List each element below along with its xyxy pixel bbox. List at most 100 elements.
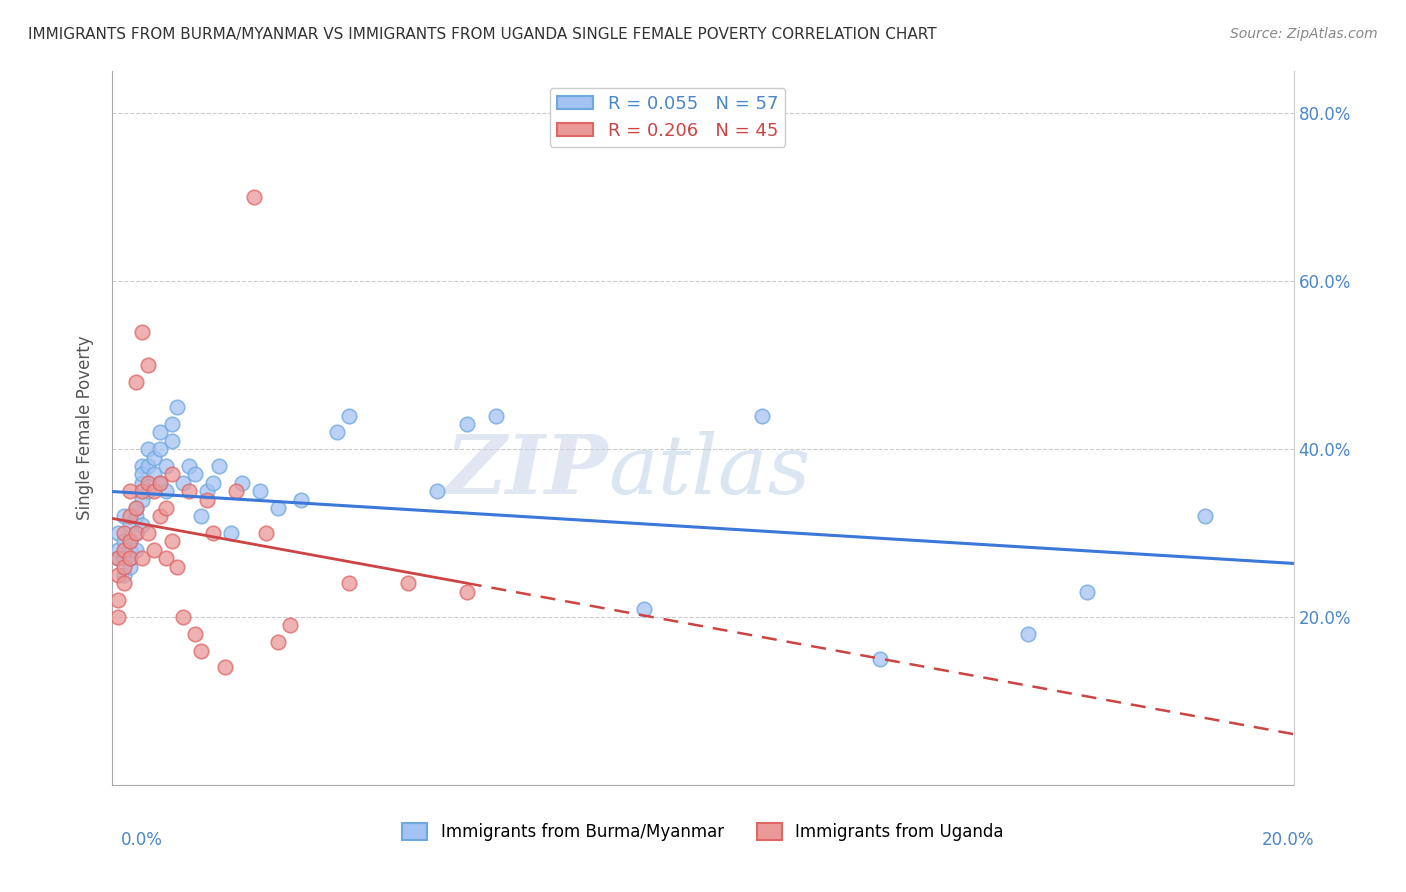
Point: [155, 500, 177, 515]
Point: [136, 458, 159, 473]
Point: [149, 475, 172, 490]
Point: [633, 601, 655, 615]
Point: [125, 375, 148, 389]
Text: ZIP: ZIP: [446, 431, 609, 511]
Point: [131, 484, 153, 499]
Point: [136, 475, 159, 490]
Point: [195, 492, 218, 507]
Point: [107, 526, 129, 541]
Point: [208, 458, 231, 473]
Point: [136, 526, 159, 541]
Point: [107, 551, 129, 566]
Point: [337, 409, 360, 423]
Point: [214, 660, 236, 674]
Point: [219, 526, 242, 541]
Point: [184, 467, 207, 482]
Point: [131, 517, 153, 532]
Point: [120, 559, 142, 574]
Point: [125, 500, 148, 515]
Point: [869, 652, 891, 666]
Point: [195, 484, 218, 499]
Point: [751, 409, 773, 423]
Point: [267, 500, 290, 515]
Point: [142, 484, 165, 499]
Point: [149, 425, 172, 440]
Point: [326, 425, 349, 440]
Point: [190, 509, 212, 524]
Text: Source: ZipAtlas.com: Source: ZipAtlas.com: [1230, 27, 1378, 41]
Point: [125, 542, 148, 557]
Legend: Immigrants from Burma/Myanmar, Immigrants from Uganda: Immigrants from Burma/Myanmar, Immigrant…: [395, 816, 1011, 848]
Point: [290, 492, 312, 507]
Point: [201, 526, 224, 541]
Y-axis label: Single Female Poverty: Single Female Poverty: [76, 336, 94, 520]
Point: [112, 542, 135, 557]
Point: [131, 467, 153, 482]
Point: [131, 458, 153, 473]
Point: [184, 627, 207, 641]
Point: [125, 526, 148, 541]
Point: [155, 551, 177, 566]
Text: atlas: atlas: [609, 431, 811, 511]
Point: [131, 492, 153, 507]
Point: [231, 475, 253, 490]
Point: [131, 475, 153, 490]
Point: [201, 475, 224, 490]
Point: [142, 467, 165, 482]
Point: [190, 643, 212, 657]
Point: [120, 517, 142, 532]
Point: [179, 484, 201, 499]
Point: [160, 434, 183, 448]
Point: [225, 484, 247, 499]
Text: 0.0%: 0.0%: [121, 831, 163, 849]
Point: [107, 610, 129, 624]
Point: [125, 526, 148, 541]
Point: [160, 417, 183, 431]
Point: [107, 542, 129, 557]
Point: [120, 551, 142, 566]
Point: [149, 509, 172, 524]
Point: [243, 190, 266, 204]
Point: [136, 442, 159, 457]
Point: [125, 509, 148, 524]
Point: [172, 475, 194, 490]
Point: [149, 442, 172, 457]
Point: [249, 484, 271, 499]
Point: [155, 484, 177, 499]
Point: [254, 526, 277, 541]
Point: [112, 534, 135, 549]
Point: [456, 585, 478, 599]
Point: [267, 635, 290, 649]
Point: [172, 610, 194, 624]
Point: [337, 576, 360, 591]
Point: [112, 559, 135, 574]
Point: [136, 358, 159, 372]
Point: [112, 551, 135, 566]
Point: [1076, 585, 1098, 599]
Point: [112, 568, 135, 582]
Point: [120, 534, 142, 549]
Point: [112, 576, 135, 591]
Point: [142, 450, 165, 465]
Text: 20.0%: 20.0%: [1263, 831, 1315, 849]
Point: [131, 325, 153, 339]
Point: [166, 559, 188, 574]
Point: [107, 551, 129, 566]
Point: [149, 475, 172, 490]
Text: IMMIGRANTS FROM BURMA/MYANMAR VS IMMIGRANTS FROM UGANDA SINGLE FEMALE POVERTY CO: IMMIGRANTS FROM BURMA/MYANMAR VS IMMIGRA…: [28, 27, 936, 42]
Point: [120, 509, 142, 524]
Point: [120, 551, 142, 566]
Point: [278, 618, 301, 632]
Point: [396, 576, 419, 591]
Point: [107, 593, 129, 607]
Point: [179, 458, 201, 473]
Point: [120, 542, 142, 557]
Point: [112, 526, 135, 541]
Point: [142, 542, 165, 557]
Point: [112, 509, 135, 524]
Point: [120, 484, 142, 499]
Point: [166, 400, 188, 414]
Point: [160, 534, 183, 549]
Point: [120, 534, 142, 549]
Point: [155, 458, 177, 473]
